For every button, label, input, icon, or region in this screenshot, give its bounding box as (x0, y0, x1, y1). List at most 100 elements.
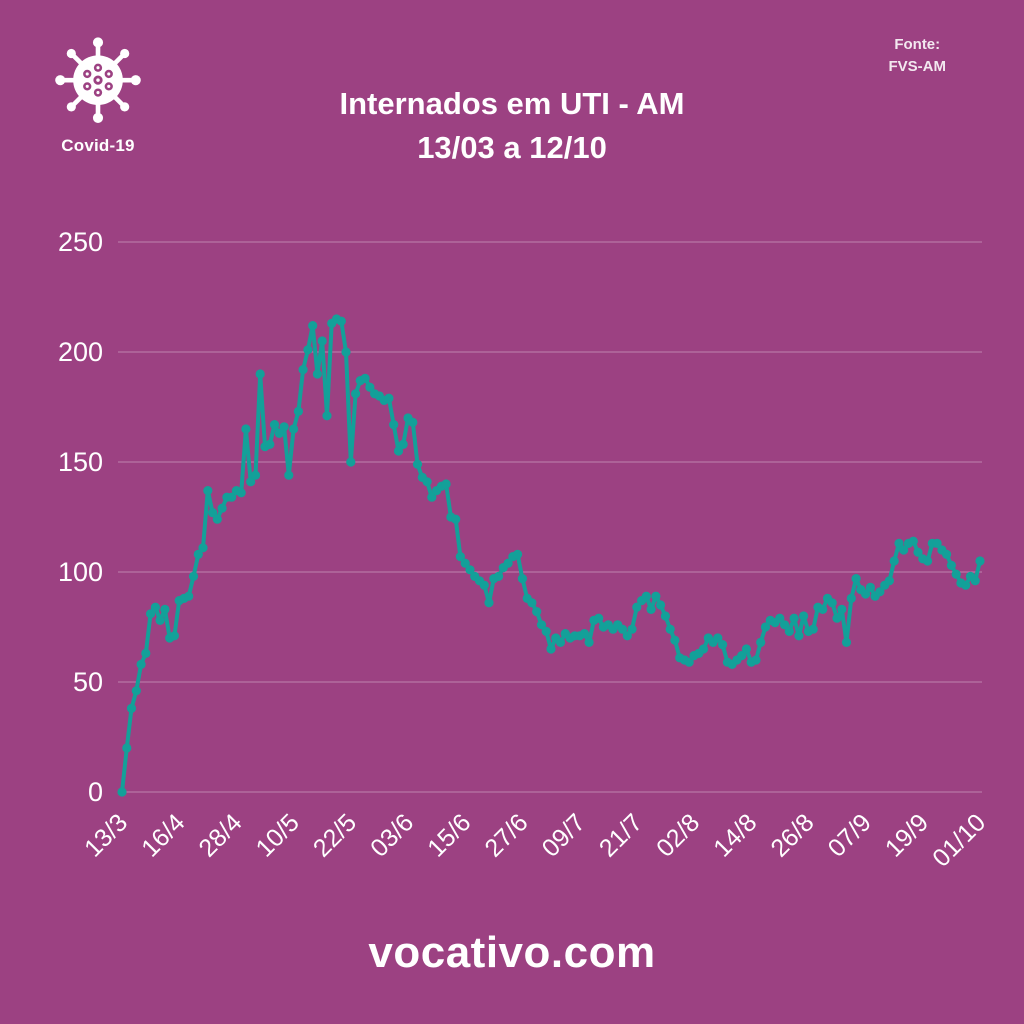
data-point (751, 655, 761, 665)
covid-badge: Covid-19 (40, 30, 156, 156)
data-point (312, 369, 322, 379)
source-note: Fonte: FVS-AM (889, 34, 947, 78)
data-point (827, 598, 837, 608)
data-point (651, 591, 661, 601)
x-axis-tick-label: 03/6 (365, 808, 419, 862)
data-point (303, 345, 313, 355)
data-point (851, 574, 861, 584)
data-point (336, 316, 346, 326)
y-axis-tick-label: 250 (58, 227, 103, 257)
data-point (169, 631, 179, 641)
data-point (193, 549, 203, 560)
data-point (293, 406, 303, 416)
data-point (622, 631, 632, 641)
data-point (289, 424, 299, 434)
x-axis-tick-label: 28/4 (193, 808, 247, 862)
x-axis-tick-label: 02/8 (651, 808, 705, 862)
data-point (389, 420, 399, 430)
data-point (641, 591, 651, 601)
data-point (546, 644, 556, 654)
data-point (818, 604, 828, 615)
x-axis-tick-label: 21/7 (594, 808, 648, 862)
data-point (541, 626, 551, 637)
data-point (579, 629, 590, 639)
y-axis-tick-label: 150 (58, 447, 103, 477)
data-point (365, 382, 375, 392)
data-point (184, 591, 194, 601)
data-point (527, 598, 537, 608)
data-point (122, 743, 132, 753)
data-point (846, 593, 856, 604)
data-point (451, 514, 461, 524)
data-point (832, 613, 842, 623)
data-point (160, 604, 170, 615)
data-point (684, 657, 694, 667)
data-point (741, 644, 752, 654)
data-point (794, 631, 804, 641)
x-axis-tick-label: 14/8 (708, 808, 762, 862)
data-point (131, 686, 141, 696)
data-point (951, 569, 961, 579)
site-watermark: vocativo.com (368, 928, 656, 977)
data-point (117, 787, 127, 797)
data-point (250, 470, 261, 480)
data-point (274, 428, 284, 438)
chart-title-line1: Internados em UTI - AM (339, 86, 685, 121)
data-point (555, 637, 566, 648)
data-point (455, 552, 465, 562)
data-point (756, 637, 766, 648)
x-axis-tick-label: 19/9 (880, 808, 934, 862)
x-axis-tick-label: 09/7 (537, 808, 591, 862)
data-point (670, 635, 680, 645)
data-point (227, 492, 237, 502)
data-point (861, 589, 871, 599)
x-axis-tick-label: 15/6 (422, 808, 476, 862)
data-point (632, 602, 642, 612)
y-axis-tick-label: 100 (58, 557, 103, 587)
data-point (412, 459, 423, 469)
data-point (837, 604, 847, 615)
data-point (594, 613, 604, 623)
data-point (188, 571, 199, 582)
data-point (460, 558, 470, 568)
data-point (841, 637, 852, 648)
data-point (923, 556, 933, 566)
data-point (932, 538, 942, 549)
data-point (942, 549, 952, 560)
data-point (494, 571, 504, 582)
data-point (384, 393, 394, 403)
data-point (279, 422, 289, 432)
data-point (198, 543, 208, 553)
data-point (150, 602, 160, 612)
data-point (899, 545, 909, 555)
data-point (217, 503, 227, 513)
x-axis-tick-label: 10/5 (251, 808, 305, 862)
data-point (126, 703, 137, 714)
data-point (737, 651, 747, 661)
data-point (665, 624, 675, 634)
data-point (718, 640, 728, 650)
data-point (308, 321, 318, 331)
data-point (269, 420, 280, 430)
data-point (146, 609, 156, 619)
data-point (865, 582, 876, 593)
data-point (617, 624, 628, 634)
data-point (970, 576, 980, 586)
x-axis-tick-label: 26/8 (765, 808, 819, 862)
data-point (503, 558, 513, 568)
x-axis-tick-label: 27/6 (479, 808, 533, 862)
data-point (780, 620, 790, 630)
data-point (517, 574, 528, 584)
data-point (393, 446, 404, 456)
data-point (341, 347, 351, 357)
data-point (203, 486, 213, 496)
data-point (298, 365, 308, 375)
data-point (465, 565, 475, 575)
data-point (265, 439, 275, 449)
data-point (255, 369, 265, 379)
data-point (246, 477, 256, 487)
data-point (536, 620, 547, 630)
covid-badge-label: Covid-19 (61, 136, 135, 155)
data-point (656, 600, 666, 610)
